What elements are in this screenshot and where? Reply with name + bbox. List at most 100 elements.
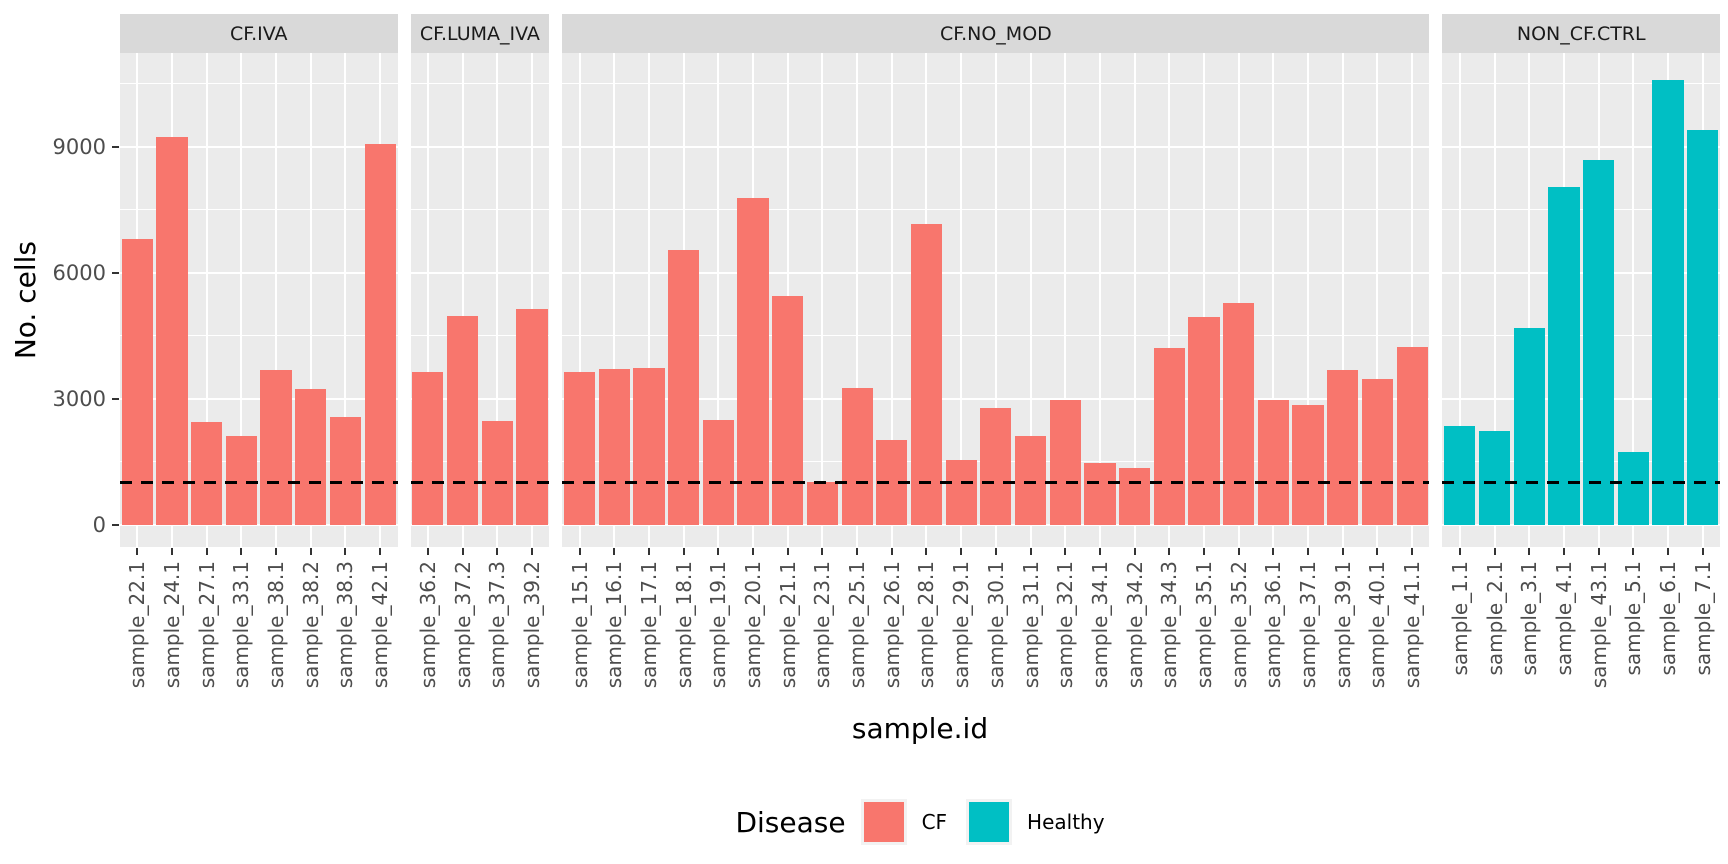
x-label-cell-sample-39-2: sample_39.2 — [515, 547, 550, 712]
x-label-cell-sample-16-1: sample_16.1 — [597, 547, 632, 712]
x-tick-mark — [1133, 548, 1136, 555]
x-tick-label-sample-26-1: sample_26.1 — [879, 561, 904, 689]
legend-label-healthy: Healthy — [1027, 810, 1105, 834]
x-tick-label-sample-21-1: sample_21.1 — [775, 561, 800, 689]
x-tick-mark — [786, 548, 789, 555]
x-tick-mark — [275, 548, 278, 555]
category-slot-sample-37-2 — [445, 53, 480, 547]
x-label-cell-sample-28-1: sample_28.1 — [909, 547, 944, 712]
gridline-vertical — [1341, 53, 1344, 547]
x-tick-label-sample-39-1: sample_39.1 — [1330, 561, 1355, 689]
x-axis-title: sample.id — [851, 712, 989, 745]
x-tick-mark — [1237, 548, 1240, 555]
x-tick-mark — [1411, 548, 1414, 555]
y-tick-label-9000: 9000 — [52, 134, 106, 159]
x-tick-mark — [1202, 548, 1205, 555]
threshold-dashed-line — [410, 481, 550, 485]
facet-strip-non-cf-ctrl: NON_CF.CTRL — [1442, 14, 1720, 53]
x-label-cell-sample-39-1: sample_39.1 — [1325, 547, 1360, 712]
gridline-vertical — [205, 53, 208, 547]
category-slot-sample-6-1 — [1651, 53, 1686, 547]
facet-non-cf-ctrl: NON_CF.CTRL sample_1.1 sample_2.1 sample_3.… — [1442, 14, 1720, 712]
bar-sample-39-2 — [516, 308, 548, 525]
bar-sample-7-1 — [1687, 130, 1719, 525]
x-tick-mark — [1064, 548, 1067, 555]
gridline-major-0 — [410, 523, 550, 526]
x-tick-label-sample-34-2: sample_34.2 — [1122, 561, 1147, 689]
bar-sample-42-1 — [364, 143, 396, 525]
threshold-dashed-line — [120, 481, 398, 485]
x-label-cell-sample-26-1: sample_26.1 — [874, 547, 909, 712]
gridline-minor-1500 — [1442, 461, 1720, 463]
x-tick-label-sample-30-1: sample_30.1 — [983, 561, 1008, 689]
x-tick-mark — [856, 548, 859, 555]
legend-key-cf: CF — [863, 802, 947, 842]
bar-sample-37-1 — [1292, 404, 1324, 525]
category-slot-sample-35-2 — [1221, 53, 1256, 547]
gridline-vertical — [1237, 53, 1240, 547]
gridline-vertical — [1632, 53, 1635, 547]
category-slot-sample-38-3 — [328, 53, 363, 547]
bar-sample-24-1 — [156, 137, 188, 525]
gridline-vertical — [1376, 53, 1379, 547]
threshold-dashed-line — [562, 481, 1430, 485]
bar-sample-5-1 — [1617, 452, 1649, 525]
x-tick-label-sample-2-1: sample_2.1 — [1482, 561, 1507, 676]
gridline-minor-10500 — [120, 83, 398, 85]
x-tick-label-sample-35-1: sample_35.1 — [1191, 561, 1216, 689]
category-slot-sample-5-1 — [1616, 53, 1651, 547]
category-slot-sample-4-1 — [1547, 53, 1582, 547]
gridline-vertical — [344, 53, 347, 547]
x-tick-label-sample-39-2: sample_39.2 — [519, 561, 544, 689]
gridline-vertical — [890, 53, 893, 547]
gridline-vertical — [717, 53, 720, 547]
x-tick-mark — [1376, 548, 1379, 555]
category-slot-sample-38-1 — [259, 53, 294, 547]
gridline-major-0 — [1442, 523, 1720, 526]
x-tick-label-sample-31-1: sample_31.1 — [1018, 561, 1043, 689]
x-tick-mark — [682, 548, 685, 555]
gridline-minor-4500 — [410, 335, 550, 337]
bar-sample-35-1 — [1188, 317, 1220, 525]
gridline-minor-7500 — [120, 209, 398, 211]
facet-panels: CF.IVA sample_22.1 sample_24.1 sample_27.1 s… — [120, 14, 1720, 712]
x-tick-label-sample-37-3: sample_37.3 — [485, 561, 510, 689]
x-tick-label-sample-38-2: sample_38.2 — [298, 561, 323, 689]
y-tick-mark-6000 — [112, 271, 119, 274]
x-tick-mark — [1272, 548, 1275, 555]
x-tick-mark — [890, 548, 893, 555]
x-tick-mark — [1562, 548, 1565, 555]
category-slot-sample-3-1 — [1512, 53, 1547, 547]
x-label-cell-sample-42-1: sample_42.1 — [363, 547, 398, 712]
legend-keys: CF Healthy — [863, 802, 1105, 842]
category-slot-sample-27-1 — [189, 53, 224, 547]
x-label-cell-sample-4-1: sample_4.1 — [1547, 547, 1582, 712]
x-tick-mark — [994, 548, 997, 555]
category-slot-sample-34-1 — [1083, 53, 1118, 547]
x-tick-mark — [1632, 548, 1635, 555]
x-tick-label-sample-27-1: sample_27.1 — [194, 561, 219, 689]
x-label-cell-sample-35-1: sample_35.1 — [1187, 547, 1222, 712]
x-tick-label-sample-38-3: sample_38.3 — [333, 561, 358, 689]
category-slot-sample-7-1 — [1685, 53, 1720, 547]
bar-sample-37-2 — [446, 316, 479, 525]
x-tick-mark — [344, 548, 347, 555]
x-tick-label-sample-35-2: sample_35.2 — [1226, 561, 1251, 689]
x-tick-label-sample-28-1: sample_28.1 — [914, 561, 939, 689]
gridline-vertical — [821, 53, 824, 547]
bar-sample-28-1 — [910, 224, 943, 525]
category-slot-sample-30-1 — [979, 53, 1014, 547]
x-tick-mark — [240, 548, 243, 555]
legend-swatch-healthy — [969, 802, 1010, 842]
category-slot-sample-16-1 — [597, 53, 632, 547]
gridline-minor-10500 — [410, 83, 550, 85]
bar-sample-4-1 — [1548, 187, 1580, 525]
gridline-major-9000 — [1442, 145, 1720, 148]
category-slot-sample-42-1 — [363, 53, 398, 547]
x-label-cell-sample-31-1: sample_31.1 — [1013, 547, 1048, 712]
threshold-dashed-line — [1442, 481, 1720, 485]
x-label-cell-sample-22-1: sample_22.1 — [120, 547, 155, 712]
x-tick-mark — [1098, 548, 1101, 555]
bar-sample-39-1 — [1327, 369, 1359, 525]
gridline-vertical — [1493, 53, 1496, 547]
